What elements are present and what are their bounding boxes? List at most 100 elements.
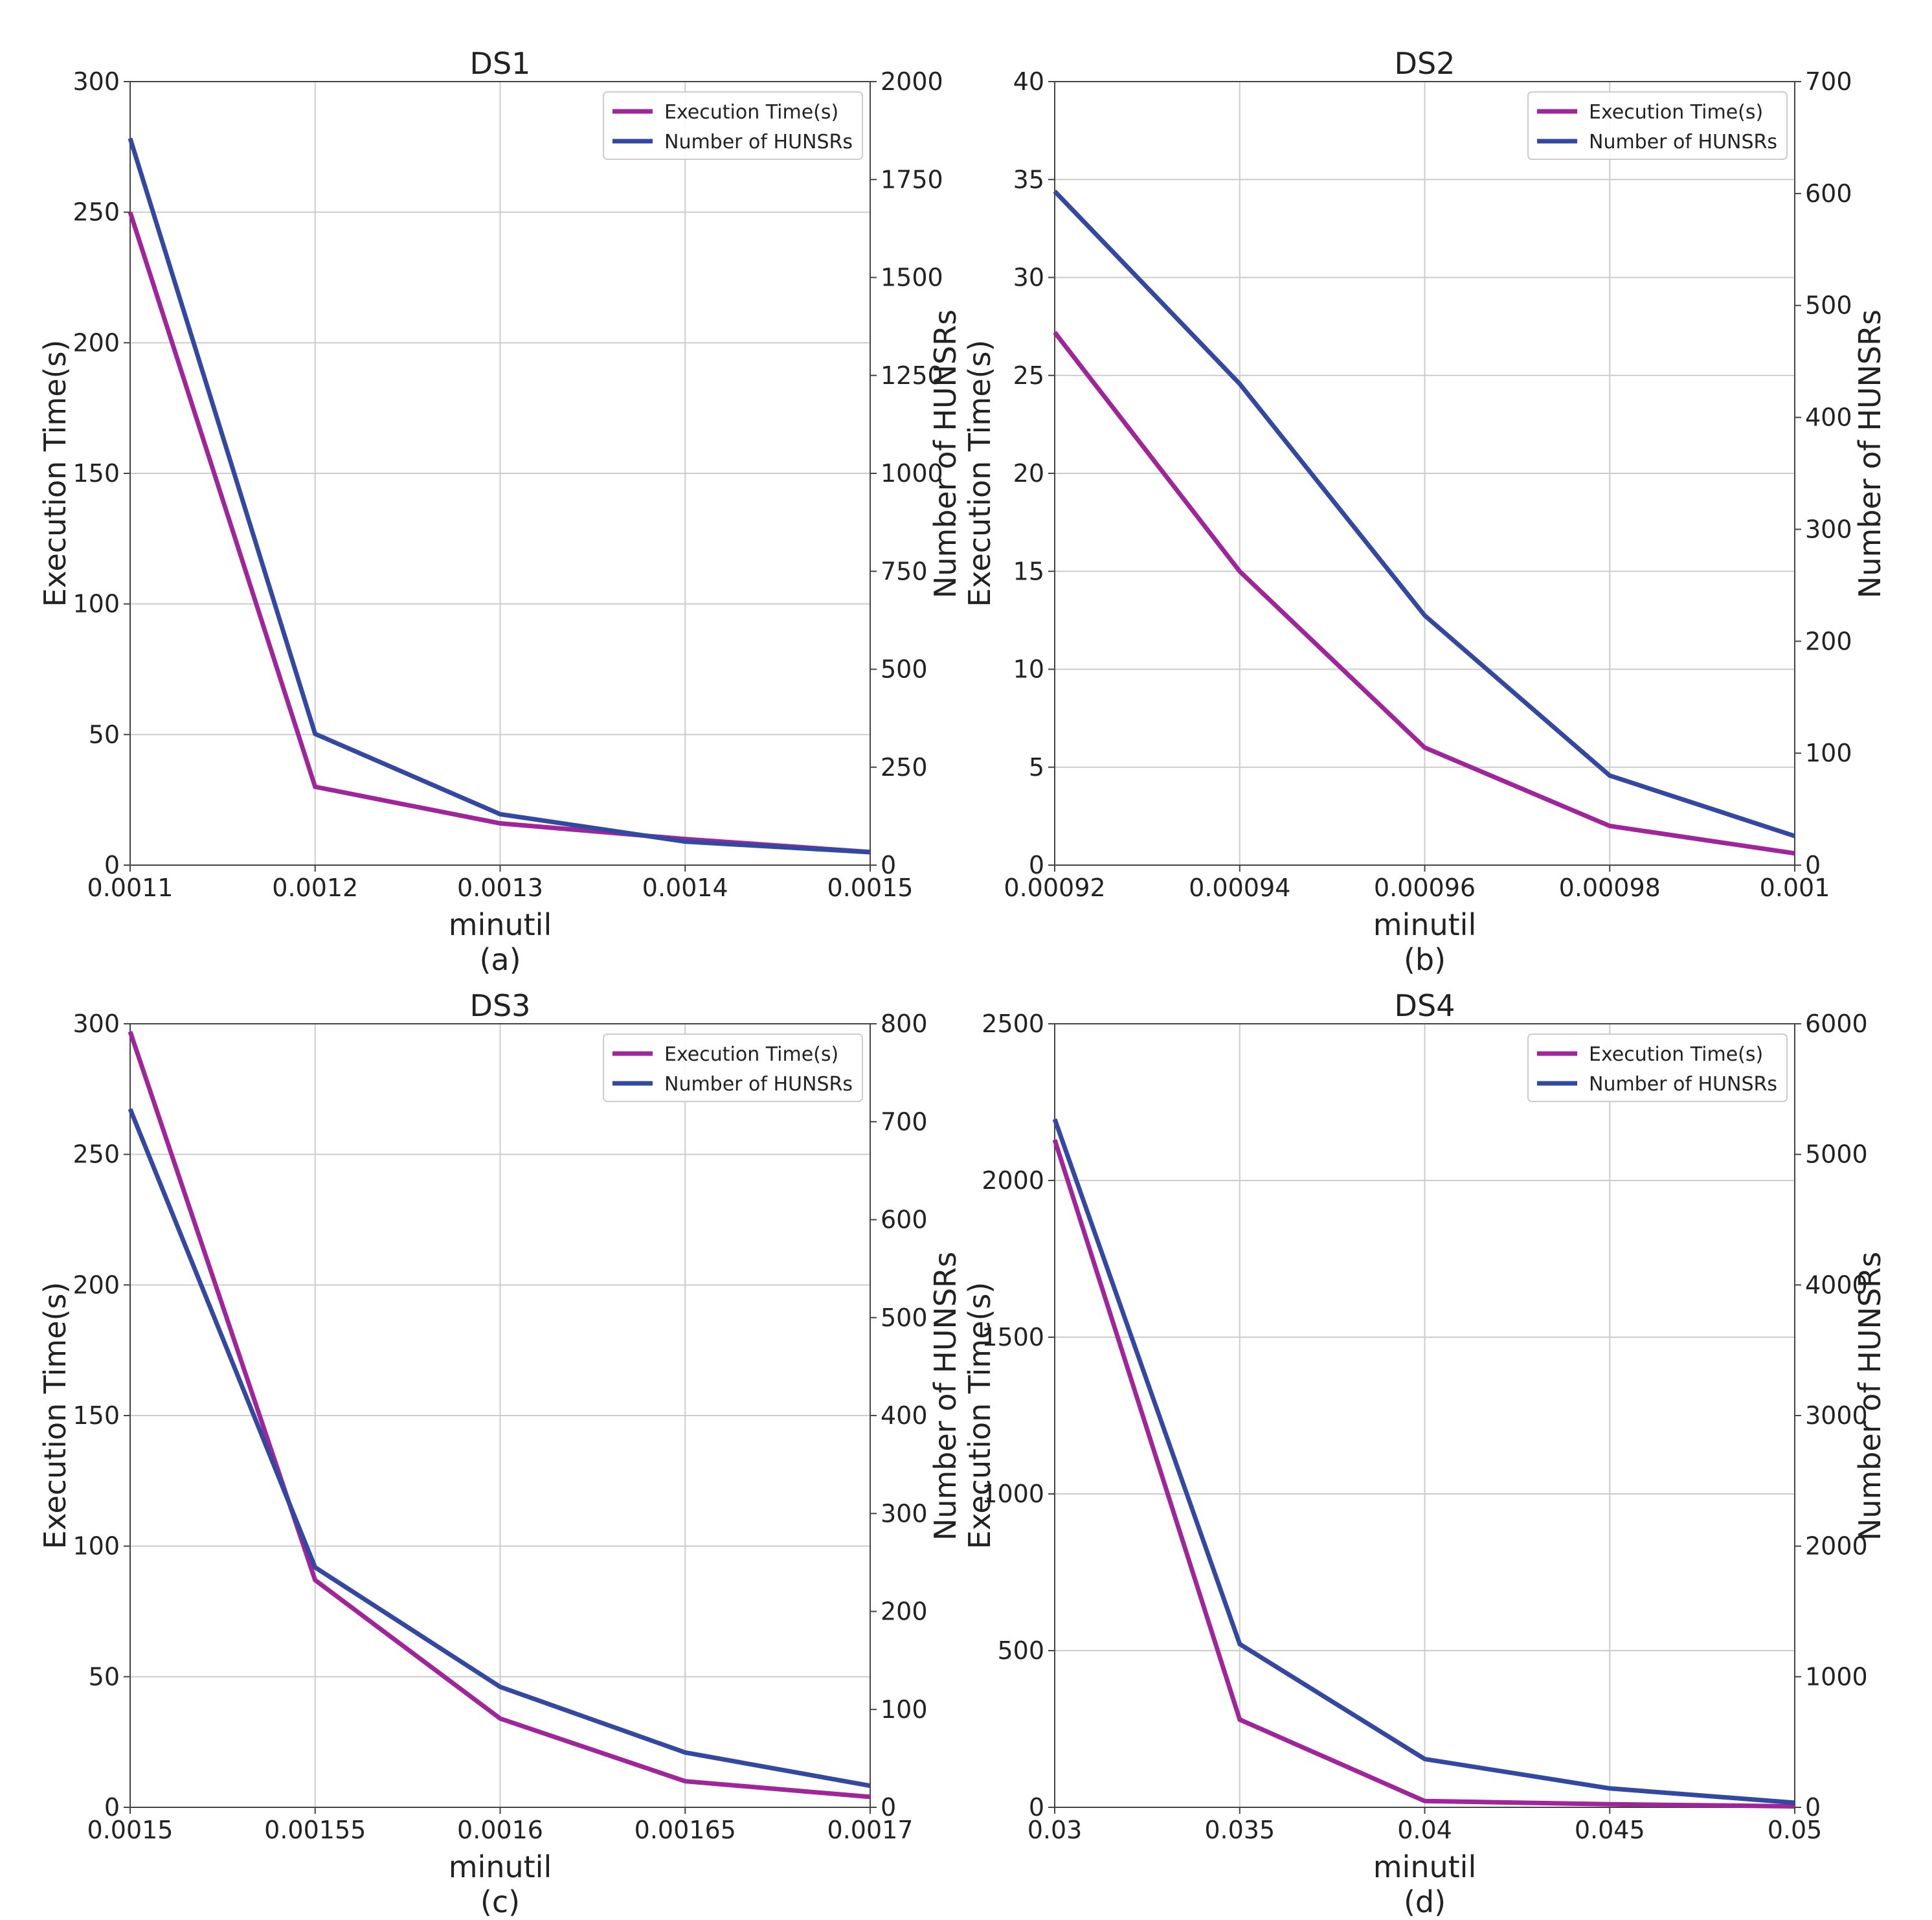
y2-tick-label: 750	[881, 557, 928, 585]
y2-tick-label: 100	[881, 1695, 928, 1724]
series-line-hunsrs	[1052, 1118, 1795, 1805]
y-axis-label: Execution Time(s)	[38, 1282, 73, 1550]
legend-box	[603, 91, 863, 160]
x-tick-label: 0.04	[1397, 1816, 1452, 1844]
legend-box	[1527, 91, 1788, 160]
y-tick-label: 150	[73, 1401, 120, 1430]
y-tick-label: 1000	[982, 1480, 1044, 1508]
y-tick-label: 200	[73, 328, 120, 357]
x-tick-label: 0.0012	[272, 874, 358, 902]
y2-tick-label: 5000	[1805, 1140, 1868, 1169]
chart-panel-2: 0.00092 0.00094 0.00096 0.00098 0.0010510152…	[962, 46, 1887, 977]
y2-tick-label: 300	[1805, 515, 1852, 543]
y-tick-label: 40	[1013, 67, 1044, 96]
x-tick-label: 0.00094	[1189, 874, 1290, 902]
panel-caption: (a)	[479, 942, 521, 977]
y2-tick-label: 2000	[1805, 1532, 1868, 1561]
y2-tick-label: 0	[1805, 1793, 1821, 1822]
y2-tick-label: 1000	[881, 459, 943, 488]
y-tick-label: 0	[104, 851, 120, 879]
y2-tick-label: 250	[881, 753, 928, 782]
y2-axis-label: Number of HUNSRs	[928, 1252, 963, 1541]
x-axis-label: minutil	[449, 1849, 552, 1884]
y-tick-label: 20	[1013, 459, 1044, 488]
y-tick-label: 250	[73, 198, 120, 227]
y-tick-label: 35	[1013, 165, 1044, 194]
x-tick-label: 0.0017	[827, 1816, 914, 1844]
x-tick-label: 0.00165	[635, 1816, 736, 1844]
y2-tick-label: 4000	[1805, 1271, 1868, 1299]
y-tick-label: 0	[104, 1793, 120, 1822]
y2-tick-label: 500	[881, 1304, 928, 1332]
y-tick-label: 1500	[982, 1323, 1044, 1351]
y2-axis-label: Number of HUNSRs	[1852, 1252, 1887, 1541]
x-tick-label: 0.03	[1028, 1816, 1083, 1844]
y-tick-label: 50	[89, 720, 120, 749]
y2-tick-label: 800	[881, 1010, 928, 1038]
y2-tick-label: 600	[1805, 179, 1852, 208]
x-tick-label: 0.0016	[457, 1816, 543, 1844]
chart-panel-1: 0.0011 0.0012 0.0013 0.0014 0.00150501001502…	[38, 46, 963, 977]
x-tick-label: 0.00092	[1004, 874, 1105, 902]
x-tick-label: 0.0015	[827, 874, 914, 902]
chart-title: DS1	[470, 46, 531, 81]
panel-caption: (b)	[1404, 942, 1446, 977]
y-tick-label: 500	[997, 1636, 1044, 1665]
y2-tick-label: 700	[1805, 67, 1852, 96]
y-tick-label: 150	[73, 459, 120, 488]
y-tick-label: 2500	[982, 1010, 1044, 1038]
y2-tick-label: 100	[1805, 739, 1852, 767]
chart-title: DS3	[470, 988, 531, 1023]
legend-box	[1527, 1033, 1788, 1102]
x-tick-label: 0.045	[1575, 1816, 1645, 1844]
legend-entry: Execution Time(s)	[1589, 1043, 1763, 1066]
panel-caption: (d)	[1404, 1884, 1446, 1917]
x-tick-label: 0.00155	[264, 1816, 366, 1844]
y-tick-label: 250	[73, 1140, 120, 1169]
y-tick-label: 25	[1013, 361, 1044, 390]
x-tick-label: 0.035	[1204, 1816, 1275, 1844]
y-tick-label: 100	[73, 1532, 120, 1561]
y2-tick-label: 0	[881, 851, 896, 879]
legend-entry: Execution Time(s)	[664, 101, 838, 124]
series-line-hunsrs	[128, 1108, 871, 1789]
legend-entry: Execution Time(s)	[664, 1043, 838, 1066]
y-tick-label: 5	[1029, 753, 1044, 782]
y-tick-label: 200	[73, 1271, 120, 1299]
legend-entry: Number of HUNSRs	[664, 131, 853, 153]
y-tick-label: 2000	[982, 1166, 1044, 1195]
y-tick-label: 10	[1013, 655, 1044, 684]
y2-tick-label: 1500	[881, 264, 943, 292]
y-axis-label: Execution Time(s)	[962, 1282, 997, 1550]
y2-tick-label: 500	[1805, 291, 1852, 320]
series-line-execution-time	[128, 1030, 871, 1800]
x-axis-label: minutil	[1373, 907, 1477, 942]
y2-tick-label: 400	[881, 1401, 928, 1430]
y2-tick-label: 1750	[881, 165, 943, 194]
chart-panel-4: 0.03 0.035 0.04 0.045 0.05050010001500200025…	[962, 988, 1887, 1919]
series-line-hunsrs	[1053, 189, 1796, 839]
y-tick-label: 100	[73, 590, 120, 618]
y-tick-label: 300	[73, 1010, 120, 1038]
legend: Execution Time(s) Number of HUNSRs	[603, 91, 863, 160]
legend: Execution Time(s) Number of HUNSRs	[603, 1033, 863, 1102]
y-axis-label: Execution Time(s)	[962, 340, 997, 607]
legend-box	[603, 1033, 863, 1102]
y2-tick-label: 700	[881, 1107, 928, 1136]
series-line-execution-time	[1053, 331, 1795, 856]
y-tick-label: 0	[1029, 1793, 1044, 1822]
y2-tick-label: 1000	[1805, 1662, 1868, 1691]
x-tick-label: 0.0011	[87, 874, 174, 902]
y-tick-label: 15	[1013, 557, 1044, 585]
y-tick-label: 50	[89, 1662, 120, 1691]
y2-axis-label: Number of HUNSRs	[928, 310, 963, 598]
y2-tick-label: 0	[881, 1793, 896, 1822]
y2-tick-label: 200	[1805, 627, 1852, 655]
y2-tick-label: 400	[1805, 403, 1852, 432]
y-tick-label: 30	[1013, 264, 1044, 292]
y2-tick-label: 500	[881, 655, 928, 684]
legend-entry: Number of HUNSRs	[1589, 131, 1777, 153]
x-tick-label: 0.05	[1768, 1816, 1823, 1844]
panel-caption: (c)	[480, 1884, 520, 1917]
